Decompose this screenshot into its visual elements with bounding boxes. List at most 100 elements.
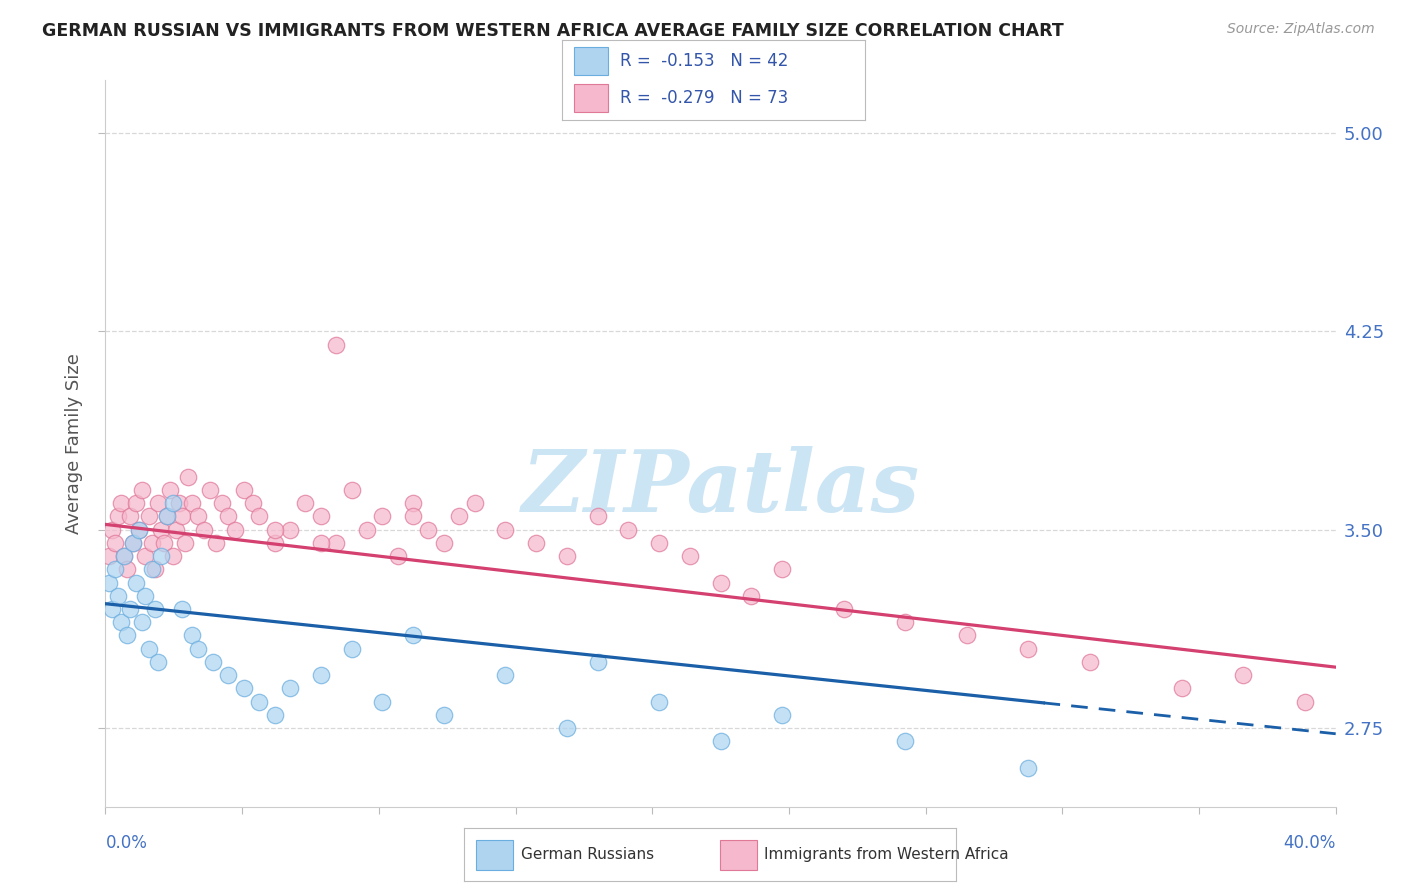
Point [193,523,215,537]
Point [402,496,425,510]
Point [309,509,332,524]
Point [149,549,172,563]
Point [104,562,127,576]
Point [1171,681,1194,696]
Point [402,628,425,642]
Point [309,668,332,682]
Point [710,734,733,748]
Point [174,536,197,550]
Point [263,523,285,537]
Point [524,536,547,550]
FancyBboxPatch shape [575,85,607,112]
Point [100,602,122,616]
Y-axis label: Average Family Size: Average Family Size [65,353,83,534]
Point [162,549,184,563]
Point [180,496,202,510]
Point [679,549,702,563]
Point [325,536,347,550]
Point [1017,641,1039,656]
Point [128,523,150,537]
Point [156,509,179,524]
Point [122,536,145,550]
Point [232,483,254,497]
Point [617,523,640,537]
Point [218,668,240,682]
Point [107,589,129,603]
Point [131,615,153,630]
Point [134,549,156,563]
Point [115,628,138,642]
Point [555,549,578,563]
Point [648,694,671,708]
Point [555,721,578,735]
Point [165,523,187,537]
Text: ZIPatlas: ZIPatlas [522,446,920,529]
Point [187,509,209,524]
Point [371,509,394,524]
Point [172,509,194,524]
Point [115,562,138,576]
Text: Source: ZipAtlas.com: Source: ZipAtlas.com [1227,22,1375,37]
Point [128,523,150,537]
Point [247,509,270,524]
Point [122,536,145,550]
Point [146,655,169,669]
Point [418,523,440,537]
Point [177,470,200,484]
FancyBboxPatch shape [477,839,513,870]
Point [1078,655,1101,669]
Point [449,509,471,524]
FancyBboxPatch shape [575,47,607,76]
Point [309,536,332,550]
Point [956,628,979,642]
Point [112,549,135,563]
Point [387,549,409,563]
Point [832,602,855,616]
Point [169,496,191,510]
Point [340,641,363,656]
Text: 0.0%: 0.0% [105,834,148,852]
Point [740,589,762,603]
Point [218,509,240,524]
Point [134,589,156,603]
Point [1294,694,1316,708]
Point [131,483,153,497]
Point [356,523,378,537]
Point [180,628,202,642]
Text: Immigrants from Western Africa: Immigrants from Western Africa [765,847,1008,862]
Point [162,496,184,510]
Point [146,496,169,510]
Point [100,523,122,537]
Point [494,523,516,537]
Point [110,496,132,510]
Point [770,707,793,722]
Point [112,549,135,563]
Point [104,536,127,550]
Point [494,668,516,682]
Point [894,734,917,748]
Point [143,602,166,616]
Point [172,602,194,616]
Point [125,496,148,510]
Point [141,536,163,550]
Point [1232,668,1254,682]
Point [149,523,172,537]
Point [156,509,179,524]
Point [198,483,221,497]
Point [232,681,254,696]
Point [107,509,129,524]
Point [433,707,456,722]
Point [138,641,160,656]
Point [648,536,671,550]
Point [97,549,120,563]
Point [153,536,176,550]
Point [294,496,316,510]
Point [141,562,163,576]
Point [263,536,285,550]
Point [1017,761,1039,775]
Point [278,523,301,537]
Point [710,575,733,590]
Point [340,483,363,497]
Point [138,509,160,524]
Point [120,509,141,524]
